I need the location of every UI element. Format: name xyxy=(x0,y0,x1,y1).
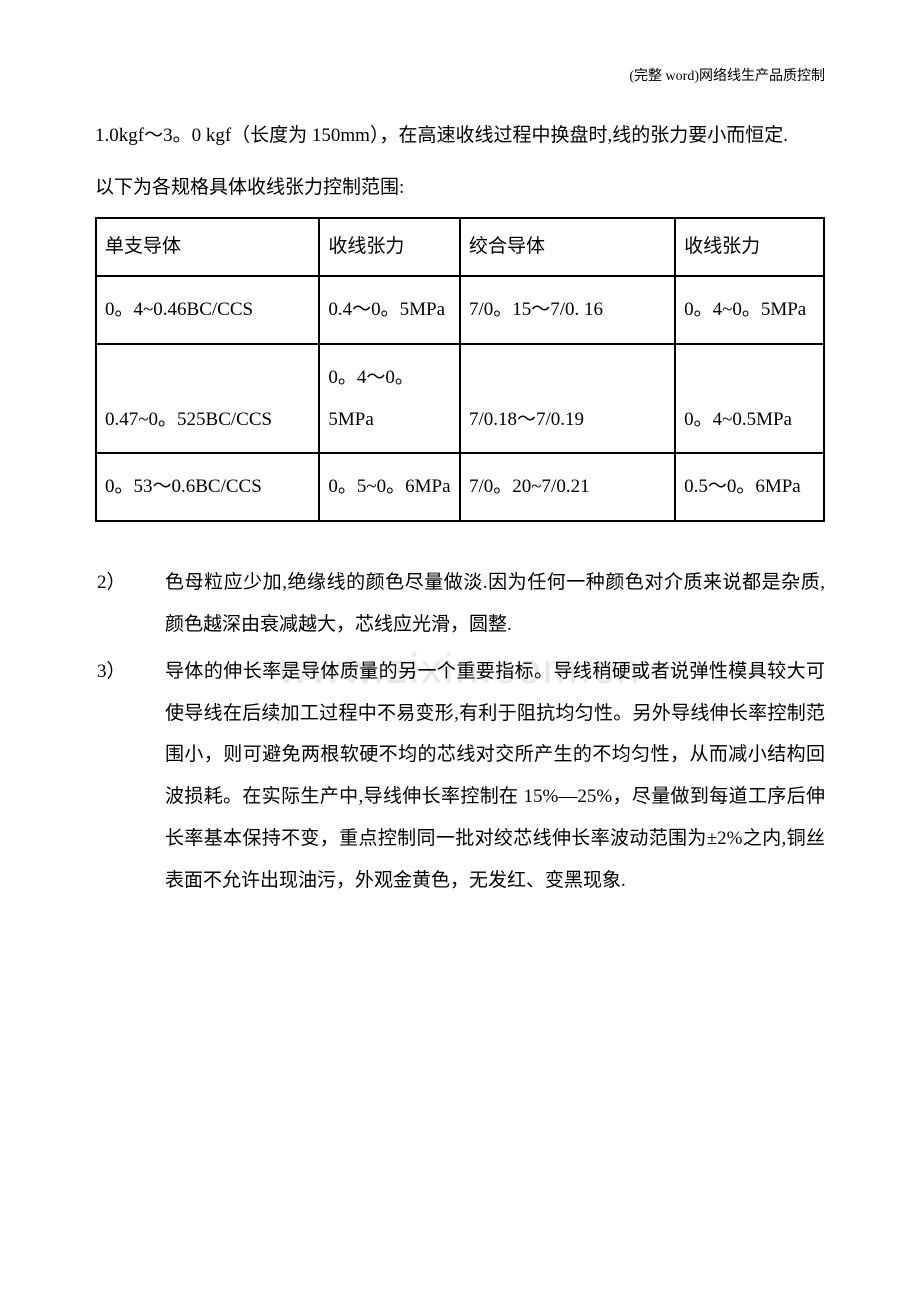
table-header: 绞合导体 xyxy=(460,218,675,277)
table-cell: 0。5~0。6MPa xyxy=(319,453,460,521)
table-cell: 0.5～0。6MPa xyxy=(675,453,824,521)
table-row: 0。53～0.6BC/CCS 0。5~0。6MPa 7/0。20~7/0.21 … xyxy=(96,453,824,521)
list-content: 导体的伸长率是导体质量的另一个重要指标。导线稍硬或者说弹性模具较大可使导线在后续… xyxy=(165,651,825,902)
table-cell: 7/0。15～7/0. 16 xyxy=(460,276,675,344)
table-cell: 0.47~0。525BC/CCS xyxy=(96,344,319,454)
list-item-3: 3） 导体的伸长率是导体质量的另一个重要指标。导线稍硬或者说弹性模具较大可使导线… xyxy=(95,651,825,902)
table-cell: 0。53～0.6BC/CCS xyxy=(96,453,319,521)
table-header-row: 单支导体 收线张力 绞合导体 收线张力 xyxy=(96,218,824,277)
table-header: 收线张力 xyxy=(319,218,460,277)
table-header: 单支导体 xyxy=(96,218,319,277)
table-cell: 0。4~0.46BC/CCS xyxy=(96,276,319,344)
table-cell: 0。4~0。5MPa xyxy=(675,276,824,344)
table-cell: 0。4～0。5MPa xyxy=(319,344,460,454)
table-cell: 0。4~0.5MPa xyxy=(675,344,824,454)
list-content: 色母粒应少加,绝缘线的颜色尽量做淡.因为任何一种颜色对介质来说都是杂质,颜色越深… xyxy=(165,562,825,646)
table-cell: 7/0。20~7/0.21 xyxy=(460,453,675,521)
content-layer: (完整 word)网络线生产品质控制 1.0kgf～3。0 kgf（长度为 15… xyxy=(95,65,825,902)
tension-table: 单支导体 收线张力 绞合导体 收线张力 0。4~0.46BC/CCS 0.4～0… xyxy=(95,217,825,523)
table-row: 0。4~0.46BC/CCS 0.4～0。5MPa 7/0。15～7/0. 16… xyxy=(96,276,824,344)
table-intro: 以下为各规格具体收线张力控制范围: xyxy=(95,167,825,209)
table-row: 0.47~0。525BC/CCS 0。4～0。5MPa 7/0.18～7/0.1… xyxy=(96,344,824,454)
list-item-2: 2） 色母粒应少加,绝缘线的颜色尽量做淡.因为任何一种颜色对介质来说都是杂质,颜… xyxy=(95,562,825,646)
table-cell: 0.4～0。5MPa xyxy=(319,276,460,344)
list-number: 3） xyxy=(95,651,165,902)
paragraph-1: 1.0kgf～3。0 kgf（长度为 150mm），在高速收线过程中换盘时,线的… xyxy=(95,115,825,157)
list-number: 2） xyxy=(95,562,165,646)
table-cell: 7/0.18～7/0.19 xyxy=(460,344,675,454)
table-header: 收线张力 xyxy=(675,218,824,277)
page-header: (完整 word)网络线生产品质控制 xyxy=(95,65,825,85)
